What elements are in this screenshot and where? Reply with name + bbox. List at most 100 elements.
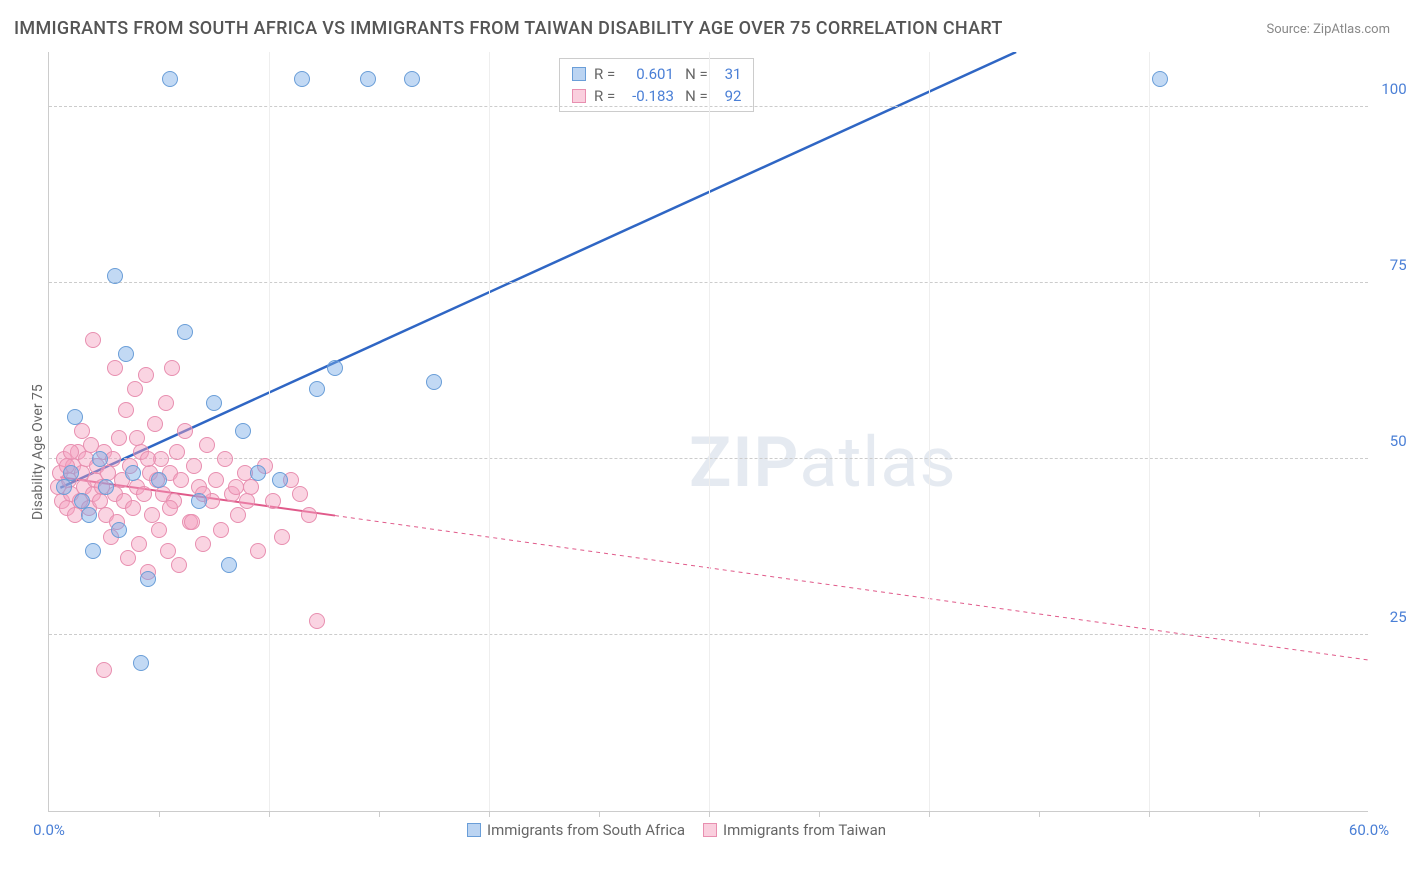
scatter-point [294,71,310,87]
source-prefix: Source: [1266,22,1313,37]
scatter-point [111,430,127,446]
scatter-point [213,522,229,538]
scatter-point [191,493,207,509]
scatter-point [96,662,112,678]
stat-r-value: -0.183 [619,85,674,107]
source-link[interactable]: ZipAtlas.com [1313,22,1390,37]
scatter-point [208,472,224,488]
x-minor-tick [489,811,490,817]
scatter-point [292,486,308,502]
grid-line-v [929,52,930,811]
x-minor-tick [599,811,600,817]
scatter-point [162,71,178,87]
legend-item: Immigrants from Taiwan [685,821,886,839]
x-minor-tick [819,811,820,817]
x-minor-tick [929,811,930,817]
scatter-point [138,367,154,383]
stat-n-label: N = [685,87,711,105]
legend-swatch-icon [467,823,481,837]
y-tick-label: 50.0% [1390,432,1406,450]
x-minor-tick [159,811,160,817]
x-minor-tick [1149,811,1150,817]
scatter-point [217,451,233,467]
stat-r-label: R = [594,65,619,83]
scatter-point [131,536,147,552]
grid-line-v [1149,52,1150,811]
scatter-point [120,550,136,566]
scatter-point [151,472,167,488]
watermark-bold: ZIP [689,422,799,504]
stat-row: R = 0.601 N = 31 [572,63,741,85]
scatter-point [171,557,187,573]
scatter-point [74,423,90,439]
scatter-point [118,346,134,362]
scatter-point [186,458,202,474]
scatter-point [125,500,141,516]
source-credit: Source: ZipAtlas.com [1266,22,1390,37]
scatter-point [195,536,211,552]
scatter-point [265,493,281,509]
watermark: ZIPatlas [689,422,957,504]
y-tick-label: 25.0% [1390,608,1406,626]
x-minor-tick [269,811,270,817]
scatter-point [235,423,251,439]
x-minor-tick [1039,811,1040,817]
scatter-point [221,557,237,573]
stat-row: R = -0.183 N = 92 [572,85,741,107]
scatter-point [360,71,376,87]
x-minor-tick [1259,811,1260,817]
chart-area: ZIPatlas R = 0.601 N = 31R = -0.183 N = … [48,52,1368,812]
scatter-point [85,332,101,348]
y-tick-label: 75.0% [1390,256,1406,274]
scatter-point [327,360,343,376]
legend-label: Immigrants from South Africa [487,821,685,839]
scatter-point [129,430,145,446]
stat-swatch-icon [572,67,586,81]
scatter-point [272,472,288,488]
legend: Immigrants from South AfricaImmigrants f… [449,821,886,839]
scatter-point [169,444,185,460]
scatter-point [1152,71,1168,87]
scatter-point [92,451,108,467]
grid-line-v [489,52,490,811]
x-minor-tick [709,811,710,817]
scatter-point [107,360,123,376]
stat-swatch-icon [572,89,586,103]
scatter-point [309,613,325,629]
scatter-point [63,465,79,481]
scatter-point [309,381,325,397]
scatter-point [173,472,189,488]
x-tick-label: 60.0% [1349,821,1389,839]
scatter-point [274,529,290,545]
scatter-point [230,507,246,523]
scatter-point [177,324,193,340]
grid-line-v [709,52,710,811]
scatter-point [136,486,152,502]
scatter-point [127,381,143,397]
scatter-point [199,437,215,453]
y-axis-label: Disability Age Over 75 [30,384,46,520]
scatter-point [98,479,114,495]
scatter-point [158,395,174,411]
scatter-point [125,465,141,481]
scatter-point [404,71,420,87]
stat-r-value: 0.601 [619,63,674,85]
scatter-point [160,543,176,559]
scatter-point [228,479,244,495]
scatter-point [184,514,200,530]
stat-n-label: N = [685,65,711,83]
scatter-point [164,360,180,376]
scatter-point [239,493,255,509]
scatter-point [67,409,83,425]
scatter-point [118,402,134,418]
stat-n-value: 92 [711,85,741,107]
scatter-point [151,522,167,538]
scatter-point [426,374,442,390]
stat-r-label: R = [594,87,619,105]
scatter-point [133,655,149,671]
scatter-point [147,416,163,432]
grid-line-v [269,52,270,811]
stat-n-value: 31 [711,63,741,85]
x-minor-tick [379,811,380,817]
y-tick-label: 100.0% [1381,80,1406,98]
